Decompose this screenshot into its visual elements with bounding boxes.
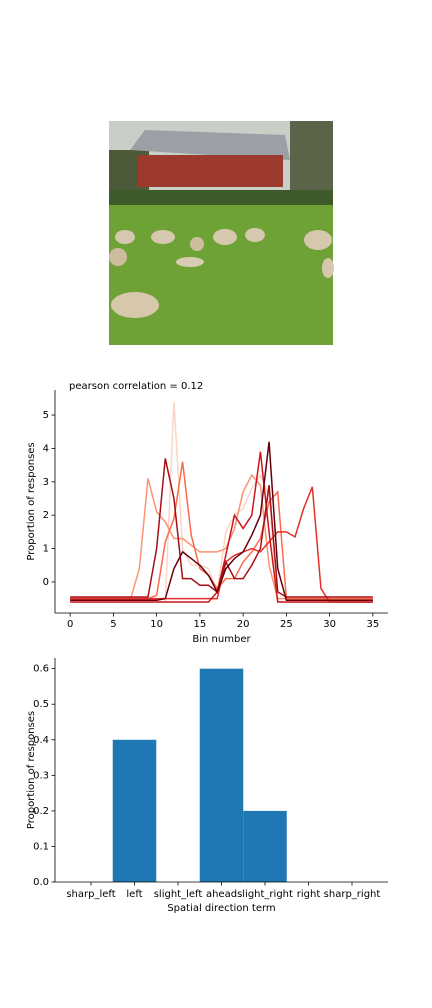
x-tick-label: 20: [237, 619, 250, 630]
x-tick-label: 5: [110, 619, 116, 630]
chart-title: pearson correlation = 0.12: [69, 381, 203, 392]
y-tick-label: 0.1: [33, 841, 49, 852]
x-tick-label: sharp_left: [66, 889, 115, 900]
y-tick-label: 5: [43, 410, 49, 421]
sheep: [245, 228, 265, 242]
y-tick-label: 0.2: [33, 806, 49, 817]
hedge: [109, 190, 333, 208]
bar: [112, 739, 157, 882]
barn: [138, 155, 283, 187]
sheep: [111, 292, 159, 318]
y-tick-label: 0.4: [33, 735, 49, 746]
bar: [243, 810, 287, 882]
y-tick-label: 0: [43, 577, 49, 588]
x-tick-label: 25: [280, 619, 293, 630]
y-tick-label: 3: [43, 477, 49, 488]
series-line: [70, 451, 373, 603]
sheep: [213, 229, 237, 245]
y-tick-label: 0.3: [33, 770, 49, 781]
x-tick-label: slight_left: [154, 889, 203, 900]
sheep: [151, 230, 175, 244]
x-tick-label: 0: [67, 619, 73, 630]
sheep: [322, 258, 334, 278]
x-axis-label: Spatial direction term: [167, 903, 275, 914]
sheep: [115, 230, 135, 244]
y-tick-label: 2: [43, 510, 49, 521]
grass: [109, 205, 333, 345]
x-tick-label: 15: [194, 619, 207, 630]
y-tick-label: 1: [43, 544, 49, 555]
y-axis-label: Proportion of responses: [26, 711, 37, 829]
x-tick-label: slight_right: [237, 889, 293, 900]
photo: [109, 121, 334, 345]
y-tick-label: 0.6: [33, 664, 49, 675]
x-tick-label: right: [297, 889, 321, 900]
sheep: [304, 230, 332, 250]
series-line: [70, 441, 373, 602]
x-axis-label: Bin number: [192, 634, 251, 645]
x-tick-label: sharp_right: [324, 889, 381, 900]
sheep: [190, 237, 204, 251]
y-tick-label: 4: [43, 443, 49, 454]
x-tick-label: ahead: [206, 889, 237, 900]
y-tick-label: 0.0: [33, 877, 49, 888]
x-tick-label: 30: [323, 619, 336, 630]
sheep: [109, 248, 127, 266]
x-tick-label: 35: [366, 619, 379, 630]
bar: [199, 668, 244, 882]
roof: [130, 130, 290, 160]
y-tick-label: 0.5: [33, 699, 49, 710]
sheep: [176, 257, 204, 267]
x-tick-label: 10: [150, 619, 163, 630]
y-axis-label: Proportion of responses: [26, 442, 37, 560]
series-line: [70, 458, 373, 598]
x-tick-label: left: [126, 889, 142, 900]
